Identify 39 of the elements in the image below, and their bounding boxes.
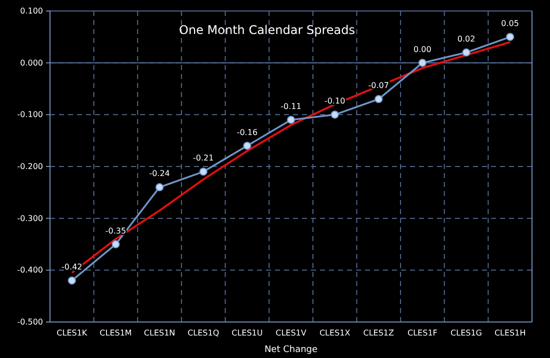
- point: [286, 116, 296, 124]
- point: [506, 32, 514, 41]
- text: One Month Calendar Spreads: [179, 23, 355, 37]
- data-label: 0.00: [414, 44, 432, 54]
- data-label: 0.05: [501, 18, 519, 28]
- point: [243, 142, 252, 150]
- point: [330, 110, 339, 119]
- y-tick-label: -0.100: [17, 110, 43, 120]
- y-tick-label: -0.500: [17, 318, 43, 327]
- x-tick-label: CLES1V: [276, 328, 307, 338]
- x-tick-label: CLES1U: [232, 328, 263, 338]
- x-tick-label: CLES1X: [319, 328, 351, 338]
- x-axis-title: Net Change: [264, 345, 318, 355]
- data-label: -0.24: [149, 169, 170, 178]
- x-tick-label: CLES1F: [408, 328, 438, 338]
- point: [68, 276, 76, 285]
- point: [155, 183, 164, 192]
- x-tick-label: CLES1Z: [363, 328, 395, 338]
- data-label: -0.21: [193, 154, 214, 163]
- data-label: -0.11: [280, 102, 302, 111]
- x-tick-label: CLES1K: [56, 328, 88, 338]
- y-tick-label: -0.300: [17, 214, 43, 223]
- x-tick-label: CLES1H: [494, 328, 526, 338]
- point: [418, 58, 427, 67]
- y-tick-label: -0.400: [17, 266, 43, 275]
- x-tick-label: CLES1N: [144, 328, 176, 338]
- point: [199, 168, 208, 176]
- y-tick-label: -0.200: [17, 162, 43, 172]
- data-label: -0.16: [236, 128, 258, 137]
- x-tick-label: CLES1M: [100, 328, 132, 338]
- point: [374, 95, 383, 104]
- point: [112, 240, 120, 248]
- point: [462, 48, 470, 57]
- y-tick-label: 0.000: [20, 58, 43, 68]
- x-tick-label: CLES1G: [450, 328, 482, 338]
- x-tick-label: CLES1Q: [188, 328, 220, 338]
- data-label: -0.35: [105, 226, 126, 236]
- y-tick-label: 0.100: [20, 6, 43, 16]
- data-label: 0.02: [457, 34, 476, 44]
